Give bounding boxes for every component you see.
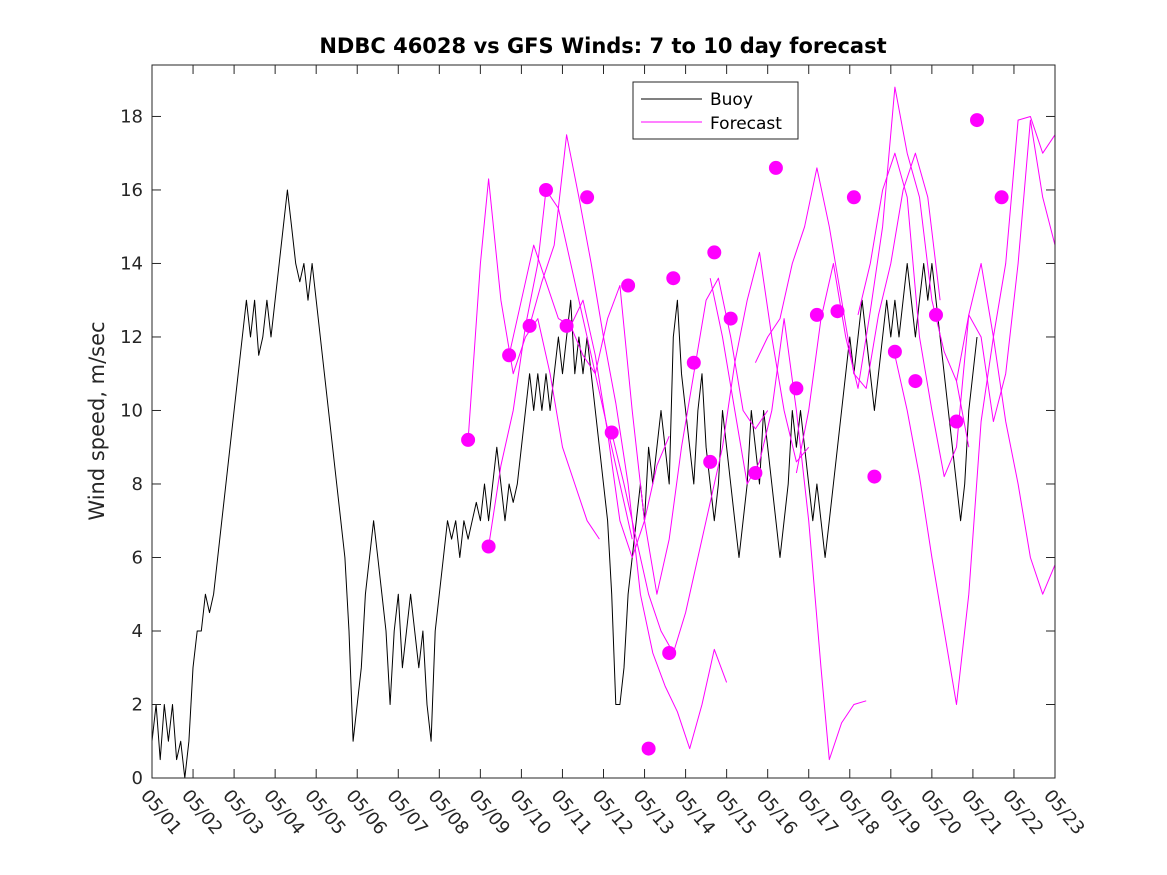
y-tick-label-6: 12 bbox=[120, 327, 143, 348]
forecast-series-line-11 bbox=[894, 116, 1056, 705]
x-tick-label-21: 05/22 bbox=[998, 786, 1047, 839]
legend: Buoy Forecast bbox=[632, 81, 799, 140]
forecast-marker-23 bbox=[887, 344, 902, 359]
forecast-marker-4 bbox=[539, 183, 553, 197]
y-tick-label-8: 16 bbox=[120, 180, 143, 201]
forecast-marker-10 bbox=[662, 646, 677, 660]
x-tick-label-0: 05/01 bbox=[136, 786, 185, 839]
forecast-marker-18 bbox=[789, 381, 804, 396]
x-tick-label-22: 05/23 bbox=[1039, 786, 1088, 839]
forecast-marker-7 bbox=[604, 425, 619, 440]
y-tick-label-1: 2 bbox=[132, 694, 143, 715]
x-tick-label-16: 05/17 bbox=[793, 786, 842, 839]
x-tick-label-7: 05/08 bbox=[423, 786, 472, 839]
x-tick-label-9: 05/10 bbox=[506, 786, 555, 839]
x-tick-label-12: 05/13 bbox=[629, 786, 678, 839]
forecast-marker-1 bbox=[481, 539, 496, 554]
forecast-marker-27 bbox=[970, 113, 984, 128]
forecast-marker-11 bbox=[666, 271, 681, 286]
forecast-marker-21 bbox=[846, 190, 861, 205]
y-tick-label-7: 14 bbox=[120, 253, 143, 274]
x-tick-label-20: 05/21 bbox=[957, 786, 1006, 839]
plot-series bbox=[151, 86, 1056, 779]
forecast-marker-9 bbox=[641, 741, 656, 756]
forecast-marker-20 bbox=[830, 304, 845, 319]
y-tick-label-4: 8 bbox=[132, 474, 143, 495]
forecast-series-line-10 bbox=[857, 152, 1056, 595]
forecast-marker-19 bbox=[809, 307, 824, 322]
x-tick-label-19: 05/20 bbox=[916, 786, 965, 839]
x-tick-label-3: 05/04 bbox=[259, 786, 308, 839]
chart-title: NDBC 46028 vs GFS Winds: 7 to 10 day for… bbox=[319, 34, 886, 58]
plot-frame bbox=[151, 64, 1056, 779]
y-tick-label-9: 18 bbox=[120, 106, 143, 127]
forecast-marker-28 bbox=[994, 190, 1009, 205]
legend-buoy-label: Buoy bbox=[710, 90, 753, 110]
forecast-series-line-7 bbox=[709, 278, 867, 761]
forecast-series-line-6 bbox=[611, 251, 810, 654]
y-tick-label-0: 0 bbox=[132, 768, 143, 789]
y-tick-label-3: 6 bbox=[132, 547, 143, 568]
y-axis-label-group: Wind speed, m/sec bbox=[85, 321, 109, 520]
x-tick-label-11: 05/12 bbox=[588, 786, 637, 839]
forecast-series-line-9 bbox=[795, 86, 970, 474]
x-tick-label-6: 05/07 bbox=[382, 786, 431, 839]
forecast-series-line-2 bbox=[488, 189, 633, 547]
x-tick-label-10: 05/11 bbox=[547, 786, 596, 839]
forecast-series-line-1 bbox=[467, 178, 600, 540]
forecast-marker-12 bbox=[686, 355, 701, 370]
forecast-marker-25 bbox=[929, 307, 943, 322]
x-tick-label-14: 05/15 bbox=[711, 786, 760, 839]
forecast-marker-24 bbox=[908, 374, 923, 389]
y-axis-ticks: 0 2 4 6 8 10 12 14 16 18 bbox=[120, 106, 1055, 789]
x-tick-label-8: 05/09 bbox=[465, 786, 514, 839]
x-tick-label-15: 05/16 bbox=[752, 786, 801, 839]
forecast-marker-3 bbox=[522, 318, 537, 333]
x-tick-label-17: 05/18 bbox=[834, 786, 883, 839]
forecast-marker-2 bbox=[502, 348, 517, 363]
y-tick-label-2: 4 bbox=[132, 621, 143, 642]
buoy-series-line bbox=[151, 189, 978, 779]
forecast-marker-16 bbox=[748, 466, 763, 480]
x-tick-label-1: 05/02 bbox=[177, 786, 226, 839]
forecast-marker-5 bbox=[559, 318, 574, 333]
forecast-marker-15 bbox=[723, 311, 738, 326]
forecast-marker-8 bbox=[621, 278, 636, 293]
x-tick-label-18: 05/19 bbox=[875, 786, 924, 839]
forecast-series-line-12 bbox=[956, 119, 1056, 422]
x-tick-label-13: 05/14 bbox=[670, 786, 719, 839]
legend-box bbox=[632, 81, 799, 140]
forecast-marker-6 bbox=[580, 190, 595, 205]
x-tick-label-5: 05/06 bbox=[341, 786, 390, 839]
forecast-marker-17 bbox=[768, 160, 783, 175]
plot-markers bbox=[461, 113, 1009, 756]
forecast-marker-26 bbox=[949, 414, 964, 429]
forecast-marker-0 bbox=[461, 432, 476, 447]
legend-forecast-label: Forecast bbox=[710, 114, 782, 134]
x-tick-label-4: 05/05 bbox=[300, 786, 349, 839]
forecast-series-line-8 bbox=[754, 152, 941, 389]
forecast-series-line-3 bbox=[508, 244, 670, 558]
x-tick-label-2: 05/03 bbox=[218, 786, 267, 839]
forecast-marker-22 bbox=[867, 469, 882, 484]
forecast-marker-13 bbox=[703, 454, 718, 469]
forecast-series-line-4 bbox=[529, 134, 728, 750]
y-axis-label: Wind speed, m/sec bbox=[85, 321, 109, 520]
y-tick-label-5: 10 bbox=[120, 400, 143, 421]
forecast-marker-14 bbox=[707, 245, 722, 260]
